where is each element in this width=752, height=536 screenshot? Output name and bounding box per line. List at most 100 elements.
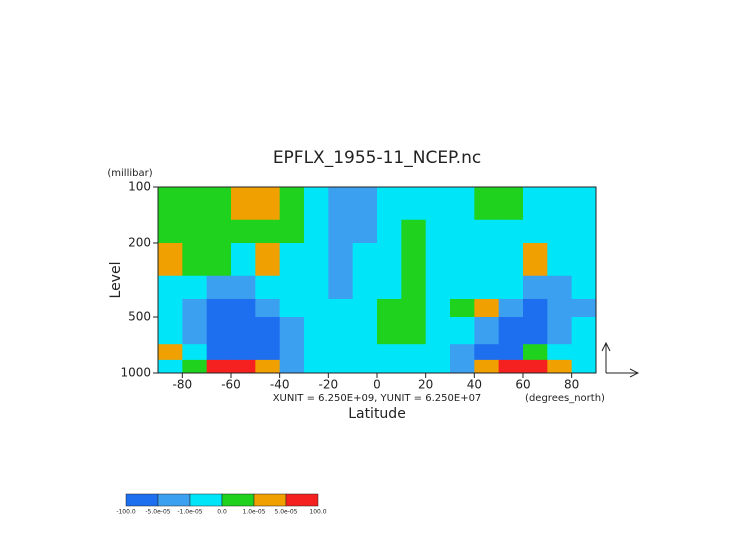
contour-cell xyxy=(571,359,597,374)
contour-cell xyxy=(498,219,524,244)
y-unit: (millibar) xyxy=(107,168,152,179)
contour-cell xyxy=(547,187,573,221)
contour-cell xyxy=(474,298,500,318)
contour-cell xyxy=(255,187,281,221)
contour-cell xyxy=(304,275,329,300)
contour-cell xyxy=(255,344,281,361)
contour-cell xyxy=(523,359,548,374)
contour-cell xyxy=(352,219,378,244)
contour-cell xyxy=(377,344,402,361)
contour-cell xyxy=(279,317,305,345)
contour-cell xyxy=(304,187,329,221)
y-axis-title: Level xyxy=(108,262,124,299)
colorbar-swatch xyxy=(157,493,191,507)
contour-cell xyxy=(304,317,329,345)
contour-cell xyxy=(523,187,548,221)
contour-cell xyxy=(182,219,208,244)
contour-cell xyxy=(401,187,427,221)
colorbar-label: 5.0e-05 xyxy=(274,509,297,516)
contour-cell xyxy=(279,359,305,374)
contour-cell xyxy=(450,359,475,374)
contour-cell xyxy=(401,219,427,244)
y-tick-label: 500 xyxy=(128,310,151,324)
contour-cell xyxy=(328,298,354,318)
contour-cell xyxy=(425,317,451,345)
contour-cell xyxy=(206,359,232,374)
contour-cell xyxy=(352,344,378,361)
contour-cell xyxy=(182,359,208,374)
contour-cell xyxy=(158,275,183,300)
contour-cell xyxy=(571,187,597,221)
contour-cell xyxy=(206,344,232,361)
contour-cell xyxy=(377,242,402,277)
contour-cell xyxy=(158,344,183,361)
contour-cell xyxy=(547,219,573,244)
contour-cell xyxy=(377,359,402,374)
contour-cell xyxy=(231,219,256,244)
contour-cell xyxy=(158,187,183,221)
contour-cell xyxy=(352,317,378,345)
x-axis-title: Latitude xyxy=(348,406,406,422)
contour-cell xyxy=(352,242,378,277)
x-tick-label: -80 xyxy=(173,378,193,392)
contour-cell xyxy=(231,242,256,277)
contour-cell xyxy=(206,187,232,221)
contour-cell xyxy=(377,298,402,318)
colorbar-label: 100.0 xyxy=(309,509,326,516)
contour-cell xyxy=(255,298,281,318)
contour-cell xyxy=(377,219,402,244)
contour-cell xyxy=(231,359,256,374)
contour-cell xyxy=(352,275,378,300)
contour-cell xyxy=(255,242,281,277)
contour-cell xyxy=(523,298,548,318)
contour-cell xyxy=(182,317,208,345)
contour-cell xyxy=(498,298,524,318)
contour-cell xyxy=(401,242,427,277)
contour-cell xyxy=(498,344,524,361)
contour-cell xyxy=(523,344,548,361)
contour-cell xyxy=(304,298,329,318)
contour-cell xyxy=(401,275,427,300)
contour-cell xyxy=(328,359,354,374)
contour-cell xyxy=(255,317,281,345)
contour-cell xyxy=(255,219,281,244)
x-tick-label: 0 xyxy=(373,378,381,392)
contour-cell xyxy=(231,344,256,361)
contour-cell xyxy=(352,187,378,221)
x-tick-label: -20 xyxy=(319,378,339,392)
contour-cell xyxy=(377,317,402,345)
contour-cell xyxy=(182,298,208,318)
contour-cell xyxy=(158,359,183,374)
contour-cell xyxy=(547,317,573,345)
contour-cell xyxy=(206,298,232,318)
colorbar-label: -5.0e-05 xyxy=(145,509,170,516)
contour-cell xyxy=(231,187,256,221)
x-tick-label: 40 xyxy=(467,378,482,392)
contour-cell xyxy=(279,219,305,244)
contour-cell xyxy=(206,317,232,345)
contour-cell xyxy=(182,344,208,361)
contour-cell xyxy=(328,317,354,345)
contour-cell xyxy=(474,219,500,244)
contour-cell xyxy=(547,275,573,300)
contour-cell xyxy=(450,242,475,277)
contour-cell xyxy=(450,187,475,221)
contour-cell xyxy=(523,317,548,345)
contour-cell xyxy=(279,344,305,361)
contour-cell xyxy=(450,219,475,244)
colorbar-swatch xyxy=(285,493,319,507)
contour-cell xyxy=(547,344,573,361)
contour-cell xyxy=(498,317,524,345)
contour-cell xyxy=(304,242,329,277)
contour-cell xyxy=(352,298,378,318)
contour-cell xyxy=(523,275,548,300)
contour-cell xyxy=(158,219,183,244)
contour-cell xyxy=(498,359,524,374)
contour-cell xyxy=(328,187,354,221)
contour-cell xyxy=(450,275,475,300)
x-unit: (degrees_north) xyxy=(525,393,605,404)
contour-cell xyxy=(206,242,232,277)
colorbar-label: -100.0 xyxy=(116,509,136,516)
contour-field xyxy=(158,187,597,374)
contour-cell xyxy=(547,242,573,277)
